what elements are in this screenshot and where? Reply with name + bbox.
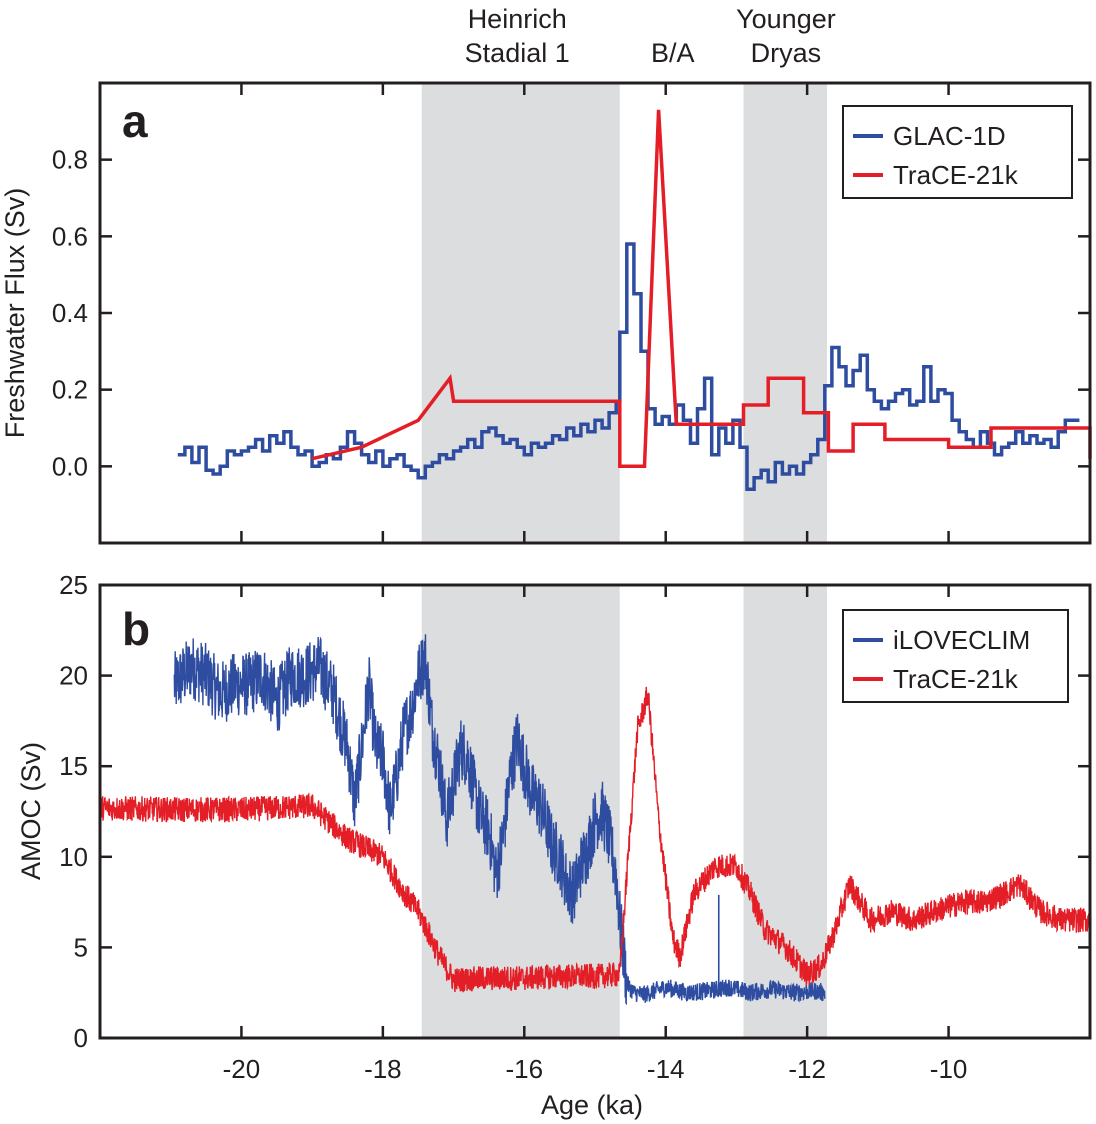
panel-b-x-ticks: -20 -18 -16 -14 -12 -10 bbox=[223, 585, 968, 1084]
panel-b-frame bbox=[98, 583, 1092, 1040]
series-line-a-trace-21k bbox=[311, 109, 1092, 469]
panel-a-series bbox=[177, 109, 1092, 492]
x-tick-label: -18 bbox=[364, 1054, 402, 1084]
legend-label-trace21k-a: TraCE-21k bbox=[893, 160, 1019, 190]
panel-b-amoc: 0 5 10 15 20 25 -20 -18 -16 -14 -12 -10 b AMOC (Sv… bbox=[16, 570, 1092, 1084]
x-tick-label: -10 bbox=[930, 1054, 968, 1084]
legend-label-iloveclim: iLOVECLIM bbox=[893, 625, 1030, 655]
y-tick-label-a: 0.6 bbox=[52, 221, 88, 251]
panel-b-y-axis-label: AMOC (Sv) bbox=[16, 742, 46, 880]
legend-label-glac1d: GLAC-1D bbox=[893, 121, 1006, 151]
event-label-0-line-0: Heinrich bbox=[468, 4, 567, 34]
panel-a-y-ticks: 0.0 0.2 0.4 0.6 0.8 bbox=[52, 145, 1090, 481]
series-line-b-trace-21k bbox=[99, 686, 1091, 993]
shaded-band-a-1 bbox=[743, 83, 827, 543]
x-tick-label: -12 bbox=[788, 1054, 826, 1084]
panel-a-freshwater-flux: 0.0 0.2 0.4 0.6 0.8 a Freshwater Flux (Sv) G… bbox=[0, 81, 1092, 545]
panel-a-letter: a bbox=[122, 95, 148, 147]
legend-label-trace21k-b: TraCE-21k bbox=[893, 664, 1019, 694]
y-tick-label-a: 0.0 bbox=[52, 451, 88, 481]
y-tick-label-b: 15 bbox=[59, 751, 88, 781]
panel-b-series bbox=[99, 634, 1091, 1006]
y-tick-label-b: 25 bbox=[59, 570, 88, 600]
event-label-0-line-1: Stadial 1 bbox=[465, 38, 570, 68]
shaded-band-a-0 bbox=[421, 83, 620, 543]
x-tick-label: -14 bbox=[647, 1054, 685, 1084]
y-tick-label-b: 10 bbox=[59, 842, 88, 872]
event-label-1-line-0: B/A bbox=[651, 38, 695, 68]
y-tick-label-b: 0 bbox=[74, 1023, 88, 1053]
panel-a-legend-box bbox=[842, 105, 1073, 199]
shaded-period-bands bbox=[421, 83, 827, 1038]
y-tick-label-a: 0.8 bbox=[52, 145, 88, 175]
y-tick-label-b: 20 bbox=[59, 661, 88, 691]
panel-a-legend: GLAC-1D TraCE-21k bbox=[842, 105, 1073, 199]
panel-b-y-ticks: 0 5 10 15 20 25 bbox=[59, 570, 1090, 1053]
panel-a-x-ticks bbox=[240, 83, 950, 543]
event-label-2-line-0: Younger bbox=[736, 4, 836, 34]
panel-b-letter: b bbox=[122, 603, 150, 655]
panel-a-y-axis-label: Freshwater Flux (Sv) bbox=[0, 188, 30, 439]
series-line-a-glac-1d bbox=[177, 242, 1080, 492]
series-line-b-iloveclim bbox=[173, 634, 826, 1006]
y-tick-label-b: 5 bbox=[74, 932, 88, 962]
event-labels: Heinrich Stadial 1 B/A Younger Dryas bbox=[465, 4, 836, 68]
shaded-band-b-0 bbox=[421, 585, 620, 1038]
x-tick-label: -20 bbox=[223, 1054, 261, 1084]
panel-b-legend: iLOVECLIM TraCE-21k bbox=[842, 609, 1069, 703]
y-tick-label-a: 0.2 bbox=[52, 375, 88, 405]
event-label-2-line-1: Dryas bbox=[751, 38, 822, 68]
y-tick-label-a: 0.4 bbox=[52, 298, 88, 328]
x-axis-label: Age (ka) bbox=[541, 1090, 643, 1120]
x-tick-label: -16 bbox=[505, 1054, 543, 1084]
panel-b-legend-box bbox=[842, 609, 1069, 703]
